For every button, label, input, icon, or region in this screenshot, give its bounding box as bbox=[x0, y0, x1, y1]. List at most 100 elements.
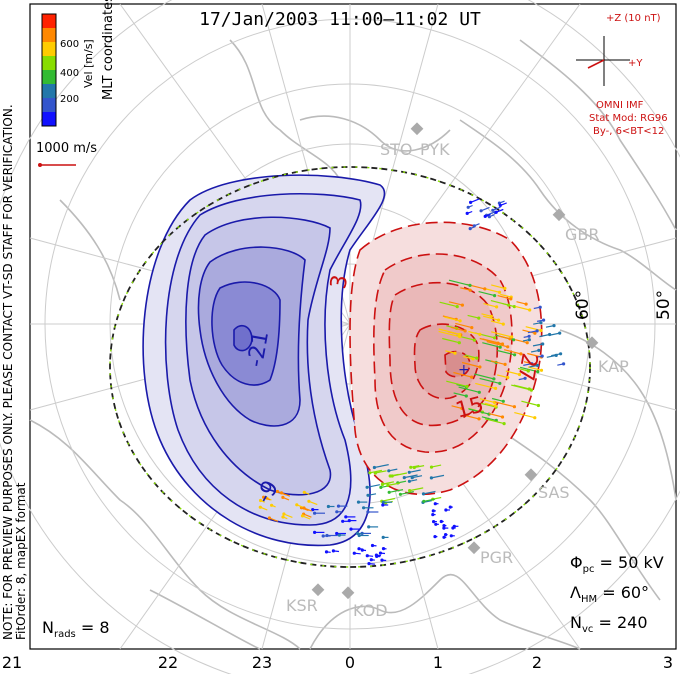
velocity-vector bbox=[431, 464, 442, 468]
station-gbr: GBR bbox=[565, 225, 600, 244]
velocity-vector bbox=[527, 366, 542, 371]
hm-boundary-vectors bbox=[109, 166, 591, 568]
velocity-vector bbox=[532, 343, 543, 347]
velocity-vector bbox=[516, 301, 527, 305]
velocity-vector bbox=[523, 335, 530, 338]
velocity-vector bbox=[468, 330, 481, 335]
velocity-vector bbox=[283, 513, 293, 518]
velocity-vector bbox=[482, 342, 501, 348]
velocity-vector bbox=[467, 204, 473, 208]
velocity-vector bbox=[381, 497, 396, 502]
velocity-vector bbox=[354, 552, 361, 555]
velocity-vector bbox=[536, 355, 543, 358]
velocity-vector bbox=[304, 491, 310, 495]
color-scale bbox=[41, 13, 57, 127]
color-scale-swatch bbox=[42, 84, 56, 98]
velocity-vector bbox=[479, 398, 495, 403]
velocity-vector bbox=[491, 284, 506, 289]
velocity-vector bbox=[475, 382, 496, 389]
velocity-vector bbox=[456, 383, 467, 388]
velocity-vector bbox=[529, 364, 538, 368]
velocity-vector bbox=[282, 516, 288, 520]
color-scale-border bbox=[41, 13, 57, 127]
velocity-vector bbox=[444, 316, 461, 322]
velocity-vector bbox=[400, 491, 414, 495]
velocity-vector bbox=[495, 401, 515, 408]
reference-vector-label: 1000 m/s bbox=[36, 141, 97, 156]
velocity-vector bbox=[442, 315, 457, 320]
velocity-vector bbox=[303, 513, 312, 518]
color-scale-swatch bbox=[42, 56, 56, 70]
lat-label-50: 50° bbox=[654, 290, 674, 320]
station-pyk: PYK bbox=[420, 140, 450, 159]
velocity-vector bbox=[389, 489, 404, 493]
velocity-vector bbox=[492, 206, 501, 211]
velocity-vector bbox=[557, 363, 564, 366]
contour-label-pos-0: 3 bbox=[326, 273, 353, 291]
velocity-vector bbox=[367, 493, 377, 496]
velocity-vector bbox=[500, 293, 512, 298]
imf-z-label: +Z (10 nT) bbox=[606, 13, 661, 24]
velocity-vector bbox=[483, 303, 497, 308]
imf-model: Stat Mod: RG96 bbox=[589, 113, 668, 124]
velocity-vector bbox=[431, 474, 445, 479]
velocity-vector bbox=[382, 482, 391, 485]
velocity-vector bbox=[474, 373, 495, 380]
velocity-vector bbox=[458, 386, 480, 393]
imf-clock: +Z (10 nT) +Y OMNI IMF Stat Mod: RG96 By… bbox=[589, 13, 668, 137]
velocity-vector bbox=[446, 380, 468, 387]
mlt-tick-21: 21 bbox=[2, 653, 22, 672]
velocity-vector bbox=[515, 339, 528, 344]
color-scale-tick-600: 600 bbox=[60, 39, 79, 50]
velocity-vector bbox=[517, 367, 529, 372]
velocity-vector bbox=[453, 392, 467, 397]
velocity-vector bbox=[375, 470, 387, 474]
velocity-vector bbox=[481, 313, 492, 317]
color-scale-swatch bbox=[42, 14, 56, 28]
velocity-vector bbox=[533, 306, 541, 310]
velocity-vector bbox=[527, 330, 538, 334]
velocity-vector bbox=[460, 287, 471, 291]
velocity-vector bbox=[439, 301, 458, 308]
velocity-vector bbox=[546, 354, 557, 358]
contour-label-pos-2: 27 bbox=[512, 351, 541, 383]
velocity-vector bbox=[412, 475, 423, 479]
vector-origin bbox=[530, 362, 534, 366]
color-scale-swatch bbox=[42, 28, 56, 42]
velocity-vector bbox=[376, 554, 381, 557]
velocity-vector bbox=[260, 506, 268, 511]
velocity-vector bbox=[488, 413, 503, 418]
velocity-vector bbox=[498, 335, 511, 340]
color-scale-swatch bbox=[42, 70, 56, 84]
station-kap: KAP bbox=[598, 357, 629, 376]
velocity-vector bbox=[525, 326, 542, 332]
mlt-tick-0: 0 bbox=[345, 653, 355, 672]
velocity-vector bbox=[497, 349, 515, 356]
velocity-vector bbox=[490, 320, 504, 325]
vector-origin bbox=[538, 305, 542, 309]
map-title: 17/Jan/2003 11:00–11:02 UT bbox=[199, 9, 481, 30]
velocity-vector bbox=[491, 331, 512, 338]
stations: STO PYK GBR KAP SAS PGR KSR KOD bbox=[286, 140, 629, 620]
velocity-vector bbox=[387, 482, 401, 486]
velocity-vector bbox=[409, 479, 418, 482]
velocity-vector bbox=[521, 400, 539, 407]
velocity-vector bbox=[269, 517, 279, 522]
velocity-vector bbox=[465, 414, 480, 420]
velocity-vector bbox=[522, 329, 536, 334]
color-scale-label: Vel [m/s] bbox=[82, 39, 95, 88]
color-scale-swatch bbox=[42, 98, 56, 112]
vector-origin bbox=[540, 354, 544, 358]
velocity-vector bbox=[263, 496, 271, 501]
velocity-vector bbox=[480, 402, 497, 408]
velocity-vector bbox=[483, 315, 499, 321]
velocity-vector bbox=[302, 515, 311, 520]
velocity-vector bbox=[409, 487, 424, 492]
velocity-vector bbox=[423, 498, 436, 502]
velocity-vector bbox=[519, 366, 538, 373]
velocity-vector bbox=[308, 500, 318, 506]
contour-label-neg-0: -21 bbox=[243, 329, 274, 369]
velocity-vector bbox=[505, 370, 520, 376]
potential-max-marker: + bbox=[458, 362, 470, 378]
velocity-vector bbox=[482, 338, 503, 345]
